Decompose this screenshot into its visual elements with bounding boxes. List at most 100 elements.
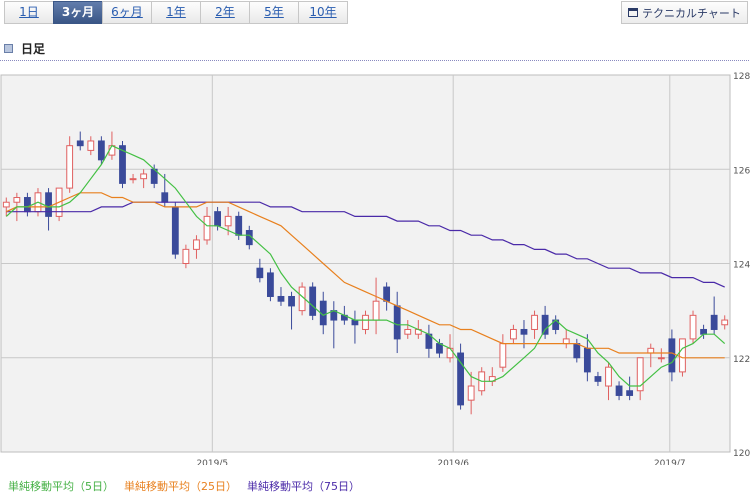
candle-down	[626, 376, 634, 401]
x-tick-label: 2019/6	[437, 459, 469, 465]
technical-chart-label: テクニカルチャート	[642, 6, 741, 20]
candle-up	[362, 310, 369, 335]
candle-body	[372, 300, 380, 321]
candle-body	[119, 145, 126, 184]
y-tick-label: 126	[733, 166, 750, 176]
candle-down	[594, 371, 602, 387]
candle-body	[668, 338, 676, 373]
candle-body	[224, 215, 232, 227]
candle-body	[573, 343, 581, 359]
candle-body	[182, 248, 190, 265]
candle-body	[520, 328, 528, 335]
candle-body	[235, 215, 243, 236]
y-axis-ticks: 120 122 124 126 128	[733, 72, 750, 459]
candle-body	[710, 314, 718, 330]
legend-ma75: 単純移動平均（75日）	[247, 480, 360, 493]
candle-body	[193, 239, 200, 250]
y-tick-label: 128	[733, 72, 750, 82]
candle-down	[256, 258, 264, 283]
candle-up	[66, 136, 74, 193]
candle-up	[636, 357, 644, 401]
candle-body	[404, 328, 412, 335]
candle-body	[362, 314, 369, 330]
candle-body	[351, 319, 359, 326]
candle-body	[267, 272, 274, 297]
x-tick-label: 2019/7	[654, 459, 686, 465]
candle-down	[457, 343, 464, 410]
candle-body	[499, 343, 507, 368]
candle-body	[256, 267, 264, 279]
candle-body	[2, 201, 10, 208]
candle-down	[171, 202, 179, 259]
candle-body	[277, 295, 285, 302]
candle-down	[710, 296, 718, 335]
ma75-line	[6, 201, 725, 288]
candle-down	[615, 381, 623, 401]
candle-body	[583, 347, 591, 373]
candle-body	[383, 286, 391, 302]
candle-up	[531, 310, 538, 339]
candle-body	[66, 145, 74, 189]
ma25-line	[6, 192, 725, 359]
legend-ma25: 単純移動平均（25日）	[124, 480, 237, 493]
candle-up	[87, 136, 95, 156]
candle-body	[13, 197, 21, 203]
candle-body	[679, 338, 686, 373]
tab-5y[interactable]: 5年	[249, 1, 299, 24]
candle-body	[615, 385, 623, 396]
candle-body	[140, 173, 148, 180]
candle-down	[277, 287, 285, 306]
divider	[0, 60, 749, 61]
window-icon	[628, 8, 638, 17]
candle-body	[541, 314, 549, 335]
tab-6m[interactable]: 6ヶ月	[102, 1, 152, 24]
candle-up	[55, 187, 63, 222]
candle-body	[45, 192, 52, 217]
y-tick-label: 120	[733, 449, 750, 459]
candle-up	[193, 235, 200, 259]
legend-ma5: 単純移動平均（5日）	[8, 480, 114, 493]
tab-10y[interactable]: 10年	[298, 1, 348, 24]
y-tick-label: 122	[733, 355, 750, 365]
square-bullet-icon	[4, 44, 13, 53]
candle-body	[214, 211, 221, 227]
candle-body	[700, 328, 707, 335]
candle-down	[309, 282, 317, 321]
candle-body	[87, 140, 95, 151]
candle-body	[594, 376, 602, 382]
candle-body	[97, 140, 105, 161]
candle-down	[541, 305, 549, 339]
x-axis-ticks: 2019/5 2019/6 2019/7	[196, 459, 685, 465]
candle-body	[721, 319, 729, 326]
candle-body	[562, 338, 570, 345]
candle-body	[76, 140, 84, 147]
candle-body	[467, 385, 475, 401]
tab-1y[interactable]: 1年	[151, 1, 201, 24]
candle-down	[288, 291, 295, 330]
candle-body	[636, 357, 644, 392]
technical-chart-button[interactable]: テクニカルチャート	[621, 1, 748, 24]
candle-down	[45, 188, 52, 231]
candle-down	[668, 329, 676, 382]
candle-up	[605, 362, 612, 401]
candle-body	[457, 352, 464, 406]
candlestick-chart: 120 122 124 126 128 2019/5 2019/6 2019/7	[0, 72, 750, 465]
candle-body	[171, 206, 179, 255]
candle-up	[140, 169, 148, 189]
candle-up	[182, 244, 190, 269]
chart-title: 日足	[21, 42, 46, 56]
candle-body	[510, 328, 517, 340]
tab-2y[interactable]: 2年	[200, 1, 250, 24]
tab-1d[interactable]: 1日	[4, 1, 54, 24]
chart-heading: 日足	[4, 40, 45, 57]
candle-body	[689, 314, 697, 340]
ma5-line	[5, 144, 726, 387]
candle-up	[721, 315, 729, 330]
candle-up	[689, 310, 697, 344]
candle-body	[657, 357, 665, 360]
candle-down	[76, 131, 84, 151]
period-tabs: 1日 3ヶ月 6ヶ月 1年 2年 5年 10年	[4, 1, 348, 24]
candle-up	[404, 320, 412, 339]
tab-3m[interactable]: 3ヶ月	[53, 1, 103, 24]
candle-body	[605, 366, 612, 387]
